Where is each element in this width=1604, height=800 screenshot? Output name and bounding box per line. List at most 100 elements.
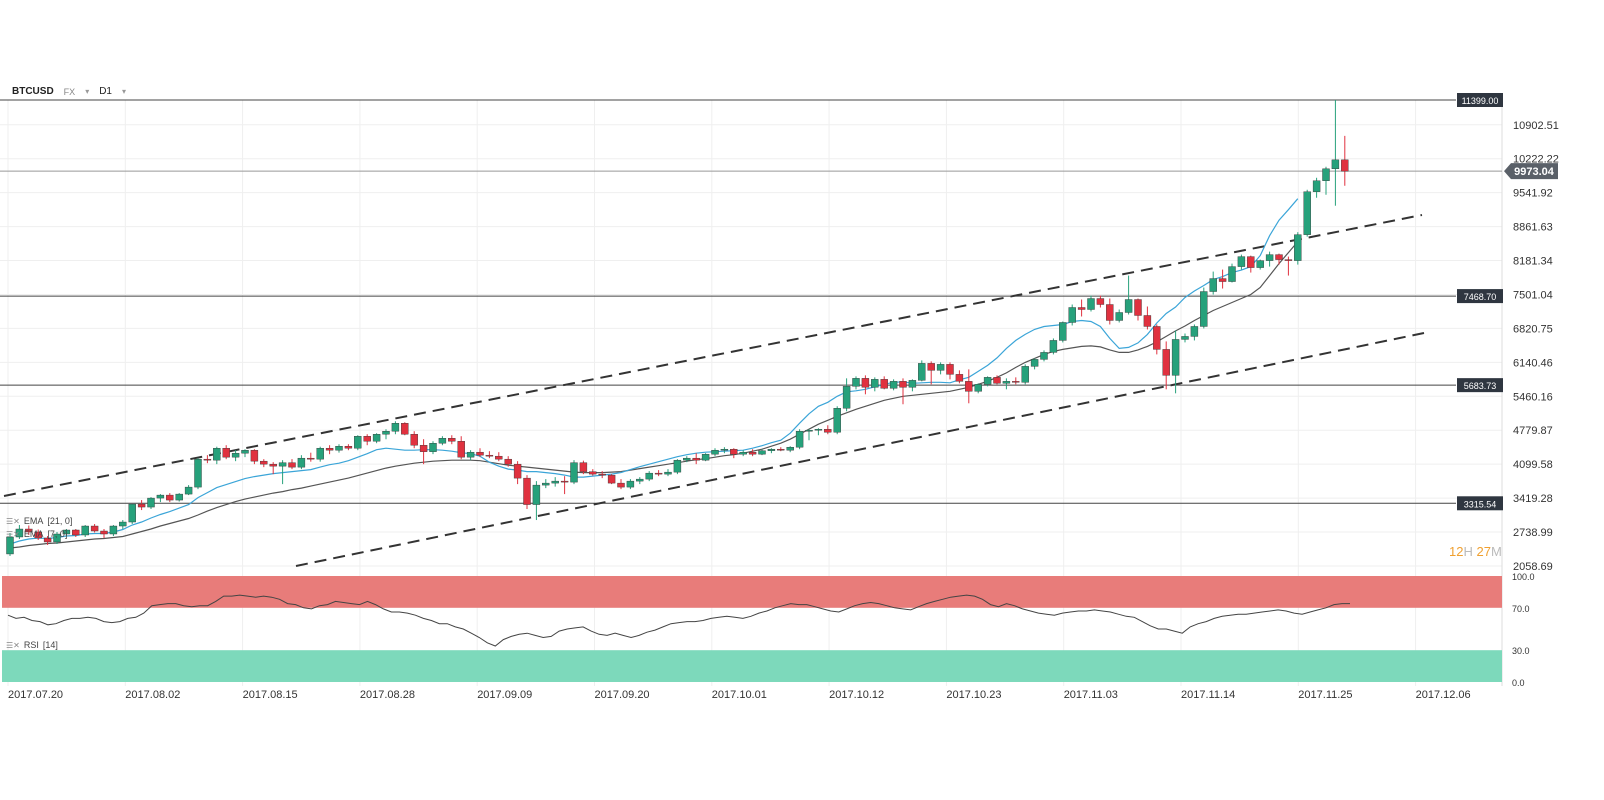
date-tick-label: 2017.12.06 bbox=[1416, 689, 1471, 701]
candle-up bbox=[551, 480, 559, 484]
candle-down bbox=[824, 429, 832, 433]
candle-up bbox=[795, 431, 804, 448]
candle-up bbox=[429, 443, 437, 452]
timeframe-dropdown-icon[interactable]: ▾ bbox=[122, 87, 127, 96]
candle-down bbox=[410, 434, 418, 446]
candle-down bbox=[222, 447, 230, 458]
candle-up bbox=[194, 458, 202, 488]
date-tick-label: 2017.08.28 bbox=[360, 689, 415, 701]
candle-up bbox=[354, 436, 362, 449]
candle-up bbox=[786, 446, 794, 451]
date-tick-label: 2017.08.02 bbox=[125, 689, 180, 701]
ema-fast-legend[interactable]: ☰✕ EMA [21, 0] bbox=[6, 516, 72, 526]
price-axis: 10902.51 10222.22 9541.92 8861.63 8181.34 750… bbox=[1512, 120, 1559, 688]
candle-up bbox=[1265, 254, 1274, 261]
candle-up bbox=[297, 457, 306, 468]
candle-down bbox=[748, 451, 757, 455]
countdown-minutes: 27 bbox=[1476, 544, 1491, 559]
candle-down bbox=[448, 438, 456, 442]
candle-down bbox=[1341, 159, 1349, 172]
ema-slow-legend[interactable]: ☰✕ EMA [7, 0] bbox=[6, 529, 67, 539]
price-tick-label: 9541.92 bbox=[1513, 188, 1553, 200]
price-tick-label: 2058.69 bbox=[1513, 561, 1553, 573]
level-tag bbox=[1457, 289, 1503, 304]
candle-up bbox=[1209, 278, 1217, 292]
price-tick-label: 6140.46 bbox=[1513, 357, 1553, 369]
candle-up bbox=[6, 536, 14, 555]
candle-down bbox=[1077, 307, 1086, 310]
date-tick-label: 2017.10.12 bbox=[829, 689, 884, 701]
candle-down bbox=[457, 441, 465, 458]
candle-up bbox=[466, 451, 475, 458]
candle-down bbox=[692, 457, 700, 461]
countdown-minutes-unit: M bbox=[1490, 544, 1502, 559]
candle-down bbox=[560, 480, 569, 483]
market-dropdown-icon[interactable]: ▾ bbox=[85, 87, 90, 96]
candle-up bbox=[119, 521, 127, 527]
candle-up bbox=[908, 380, 917, 388]
candle-up bbox=[241, 449, 249, 454]
candle-up bbox=[1049, 340, 1058, 353]
candle-up bbox=[532, 484, 541, 505]
candle-down bbox=[401, 423, 409, 435]
channel-lower-line bbox=[295, 332, 1425, 567]
rsi-tick-label: 100.0 bbox=[1512, 572, 1535, 582]
candle-up bbox=[889, 381, 898, 389]
candle-up bbox=[1190, 326, 1199, 337]
candle-up bbox=[1200, 291, 1208, 327]
candle-down bbox=[1096, 298, 1105, 305]
candle-up bbox=[918, 363, 926, 381]
candle-down bbox=[617, 482, 625, 488]
candle-down bbox=[344, 445, 353, 449]
date-tick-label: 2017.11.14 bbox=[1181, 689, 1235, 701]
price-tick-label: 3419.28 bbox=[1513, 493, 1553, 505]
candle-up bbox=[1068, 307, 1076, 323]
candle-down bbox=[100, 530, 108, 535]
candle-up bbox=[1040, 352, 1048, 360]
rsi-line bbox=[7, 594, 1350, 647]
candle-up bbox=[871, 379, 879, 388]
indicator-settings-icon[interactable]: ☰✕ bbox=[6, 516, 20, 526]
indicator-settings-icon[interactable]: ☰✕ bbox=[6, 529, 20, 539]
candle-up bbox=[1087, 298, 1095, 310]
candle-up bbox=[739, 451, 747, 455]
rsi-legend[interactable]: ☰✕ RSI [14] bbox=[6, 640, 58, 650]
candle-down bbox=[899, 381, 907, 388]
candle-down bbox=[965, 381, 973, 392]
price-tick-label: 6820.75 bbox=[1513, 323, 1553, 335]
candle-up bbox=[1021, 366, 1029, 383]
ema-fast-line bbox=[9, 198, 1299, 545]
candles bbox=[6, 100, 1349, 556]
date-tick-label: 2017.10.23 bbox=[946, 689, 1001, 701]
candle-up bbox=[1030, 359, 1039, 367]
candle-up bbox=[1115, 312, 1123, 321]
candle-up bbox=[109, 525, 118, 535]
candle-up bbox=[1059, 322, 1067, 341]
timeframe-label[interactable]: D1 bbox=[99, 86, 112, 97]
candle-up bbox=[382, 431, 390, 435]
candle-down bbox=[730, 448, 738, 455]
rsi-oversold-band bbox=[2, 650, 1502, 682]
indicator-settings-icon[interactable]: ☰✕ bbox=[6, 640, 20, 650]
candle-up bbox=[645, 472, 653, 480]
candle-up bbox=[805, 430, 813, 432]
candle-up bbox=[542, 482, 550, 486]
candle-up bbox=[1171, 339, 1180, 376]
candle-down bbox=[137, 503, 146, 508]
candle-down bbox=[166, 494, 174, 501]
candle-up bbox=[852, 378, 860, 387]
candle-down bbox=[288, 462, 296, 468]
candle-down bbox=[307, 457, 315, 460]
candle-up bbox=[626, 480, 635, 488]
candle-up bbox=[147, 497, 155, 508]
candle-up bbox=[372, 434, 381, 442]
rsi-params: [14] bbox=[42, 640, 58, 650]
trend-channel bbox=[3, 214, 1425, 567]
candle-up bbox=[278, 462, 287, 467]
level-tag-label: 3315.54 bbox=[1464, 499, 1497, 509]
symbol-label[interactable]: BTCUSD bbox=[12, 86, 54, 97]
candle-down bbox=[946, 364, 954, 375]
price-tick-label: 10902.51 bbox=[1513, 120, 1559, 132]
candle-up bbox=[636, 478, 644, 482]
